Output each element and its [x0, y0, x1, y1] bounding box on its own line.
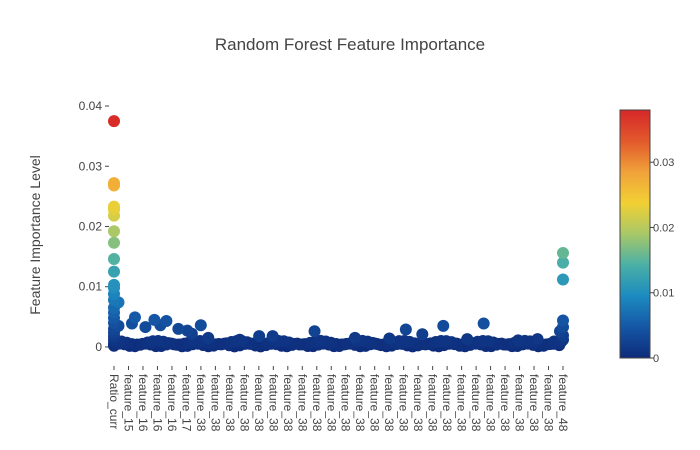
x-tick-label: Ratio_curr — [107, 374, 121, 429]
chart-title: Random Forest Feature Importance — [215, 35, 485, 54]
scatter-point — [476, 334, 489, 347]
x-tick-label: feature_38 — [353, 374, 367, 432]
y-tick-label: 0.01 — [79, 280, 103, 294]
colorbar-tick-label: 0.02 — [653, 222, 674, 234]
scatter-point — [108, 177, 120, 190]
y-tick-label: 0.04 — [79, 99, 103, 113]
x-tick-label: feature_38 — [542, 374, 556, 432]
x-tick-label: feature_38 — [252, 374, 266, 432]
x-tick-label: feature_38 — [208, 374, 222, 432]
x-tick-label: feature_38 — [469, 374, 483, 432]
x-tick-label: feature_38 — [455, 374, 469, 432]
x-tick-label: feature_16 — [165, 374, 179, 432]
colorbar-tick-label: 0 — [653, 353, 659, 365]
scatter-point — [152, 334, 165, 347]
scatter-point — [108, 200, 120, 213]
x-tick-label: feature_38 — [339, 374, 353, 432]
x-tick-label: feature_38 — [324, 374, 338, 432]
scatter-point — [108, 278, 120, 291]
scatter-point — [314, 334, 327, 347]
y-axis-title: Feature Importance Level — [27, 155, 43, 315]
x-tick-label: feature_16 — [150, 374, 164, 432]
x-tick-label: feature_38 — [426, 374, 440, 432]
x-tick-label: feature_38 — [368, 374, 382, 432]
scatter-point — [160, 315, 173, 328]
x-tick-label: feature_38 — [194, 374, 208, 432]
scatter-point — [383, 332, 396, 345]
x-tick-label: feature_16 — [136, 374, 150, 432]
scatter-point — [348, 331, 361, 344]
colorbar-tick-label: 0.01 — [653, 288, 674, 300]
scatter-point — [512, 334, 525, 347]
x-tick-label: feature_38 — [281, 374, 295, 432]
scatter-point — [477, 317, 490, 330]
scatter-point — [399, 323, 412, 336]
scatter-point — [557, 256, 569, 269]
scatter-point — [461, 333, 474, 346]
scatter-point — [172, 322, 185, 335]
y-axis-ticks: 0 0.01 0.02 0.03 0.04 — [79, 99, 109, 354]
x-tick-label: feature_38 — [527, 374, 541, 432]
scatter-point — [139, 321, 152, 334]
x-tick-label: feature_38 — [411, 374, 425, 432]
scatter-point — [557, 314, 569, 327]
x-axis-ticks: Ratio_curr feature_15 feature_16 feature_16… — [107, 366, 570, 432]
colorbar-tick-label: 0.03 — [653, 157, 674, 169]
x-tick-label: feature_38 — [382, 374, 396, 432]
scatter-point — [108, 265, 120, 278]
scatter-point — [531, 333, 544, 346]
x-tick-label: feature_38 — [295, 374, 309, 432]
scatter-point — [416, 328, 429, 341]
scatter-point — [435, 335, 448, 348]
scatter-point — [128, 311, 141, 324]
y-tick-label: 0.03 — [79, 159, 103, 173]
x-tick-label: feature_38 — [484, 374, 498, 432]
scatter-point — [437, 319, 450, 332]
scatter-point — [557, 246, 569, 259]
x-tick-label: feature_38 — [310, 374, 324, 432]
scatter-point — [181, 324, 194, 337]
x-tick-label: feature_17 — [179, 374, 193, 432]
scatter-point — [108, 115, 120, 128]
x-tick-label: feature_38 — [498, 374, 512, 432]
x-tick-label: feature_38 — [513, 374, 527, 432]
x-tick-label: feature_38 — [223, 374, 237, 432]
colorbar-gradient — [619, 109, 651, 359]
scatter-point — [108, 236, 120, 249]
scatter-point — [266, 330, 279, 343]
scatter-point — [253, 330, 266, 343]
colorbar-ticks: 0 0.01 0.02 0.03 — [650, 157, 674, 365]
scatter-point — [233, 333, 246, 346]
scatter-point — [148, 313, 161, 326]
x-tick-label: feature_15 — [121, 374, 135, 432]
colorbar: 0 0.01 0.02 0.03 — [619, 109, 674, 365]
x-tick-label: feature_38 — [440, 374, 454, 432]
y-tick-label: 0 — [95, 340, 102, 354]
x-tick-label: feature_38 — [237, 374, 251, 432]
scatter-points — [108, 115, 569, 353]
scatter-point — [108, 225, 120, 238]
y-tick-label: 0.02 — [79, 219, 103, 233]
x-tick-label: feature_48 — [556, 374, 570, 432]
scatter-point — [108, 253, 120, 266]
scatter-point — [194, 319, 207, 332]
scatter-point — [202, 331, 215, 344]
scatter-point — [398, 334, 411, 347]
scatter-point — [557, 273, 569, 286]
x-tick-label: feature_38 — [266, 374, 280, 432]
x-tick-label: feature_38 — [397, 374, 411, 432]
scatter-point — [308, 325, 321, 338]
